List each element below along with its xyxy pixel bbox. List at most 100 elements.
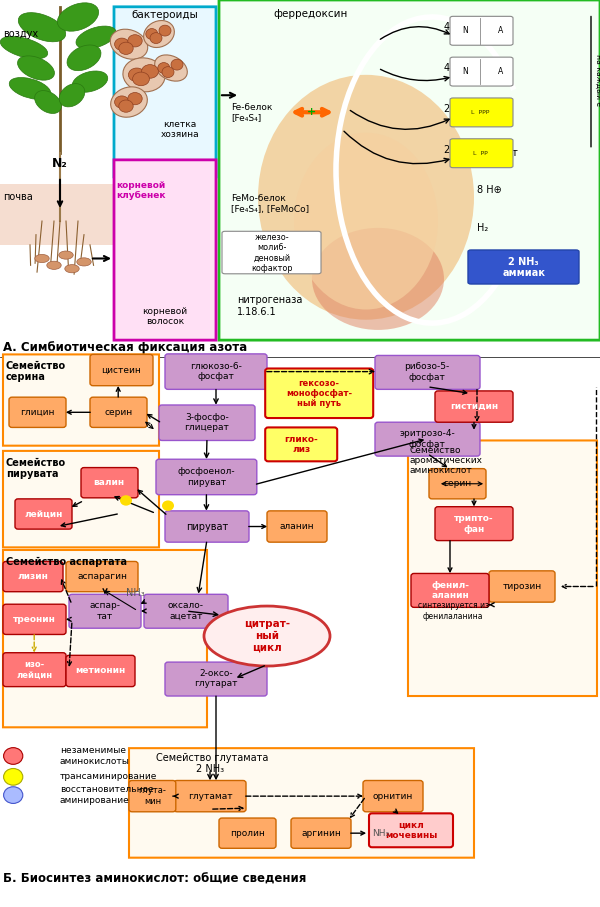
FancyBboxPatch shape — [369, 814, 453, 847]
FancyBboxPatch shape — [291, 818, 351, 848]
Ellipse shape — [150, 33, 162, 44]
Text: орнитин: орнитин — [373, 792, 413, 801]
Circle shape — [4, 747, 23, 765]
Text: 2: 2 — [444, 144, 450, 155]
Text: метионин: метионин — [75, 667, 125, 676]
FancyBboxPatch shape — [489, 571, 555, 602]
Text: аспарагин: аспарагин — [77, 572, 127, 581]
Text: синтезируется из
фенилаланина: синтезируется из фенилаланина — [418, 601, 488, 620]
Text: L  PP: L PP — [473, 151, 487, 156]
Text: валин: валин — [94, 478, 125, 487]
Text: незаменимые
аминокислоты: незаменимые аминокислоты — [60, 746, 130, 766]
Text: L  PPP: L PPP — [471, 110, 489, 115]
Circle shape — [65, 265, 79, 273]
Text: на каждый е⁻: на каждый е⁻ — [594, 54, 600, 110]
Text: аланин: аланин — [280, 522, 314, 531]
FancyBboxPatch shape — [129, 748, 474, 858]
Ellipse shape — [204, 606, 330, 666]
FancyBboxPatch shape — [9, 397, 66, 427]
Text: эритрозо-4-
фосфат: эритрозо-4- фосфат — [400, 429, 455, 449]
Ellipse shape — [115, 38, 129, 50]
Text: нитрогеназа
1.18.6.1: нитрогеназа 1.18.6.1 — [237, 296, 302, 317]
Text: серин: серин — [443, 479, 472, 488]
FancyBboxPatch shape — [450, 16, 513, 45]
FancyBboxPatch shape — [375, 422, 480, 456]
Ellipse shape — [17, 56, 55, 80]
Text: N₂: N₂ — [480, 148, 491, 158]
Text: глюкозо-6-
фосфат: глюкозо-6- фосфат — [190, 362, 242, 381]
Ellipse shape — [115, 96, 129, 108]
FancyBboxPatch shape — [90, 355, 153, 385]
Ellipse shape — [146, 28, 158, 40]
Text: лейцин: лейцин — [24, 510, 62, 519]
Ellipse shape — [110, 87, 148, 117]
FancyBboxPatch shape — [114, 6, 216, 177]
FancyBboxPatch shape — [219, 818, 276, 848]
FancyBboxPatch shape — [435, 507, 513, 541]
Text: Семейство
серина: Семейство серина — [6, 361, 66, 382]
Circle shape — [59, 251, 73, 259]
Text: трансаминирование: трансаминирование — [60, 773, 157, 781]
Circle shape — [120, 495, 132, 506]
Text: N: N — [462, 67, 468, 76]
Text: азот: азот — [495, 148, 518, 158]
Ellipse shape — [67, 45, 101, 71]
FancyBboxPatch shape — [450, 98, 513, 127]
Text: Семейство аспартата: Семейство аспартата — [6, 557, 127, 567]
FancyBboxPatch shape — [129, 781, 176, 812]
FancyBboxPatch shape — [66, 561, 138, 591]
Ellipse shape — [159, 25, 171, 36]
FancyBboxPatch shape — [265, 368, 373, 418]
Text: A: A — [499, 67, 503, 76]
Text: глико-
лиз: глико- лиз — [284, 435, 318, 454]
FancyBboxPatch shape — [222, 231, 321, 274]
FancyBboxPatch shape — [267, 511, 327, 542]
Text: Семейство глутамата: Семейство глутамата — [156, 754, 268, 764]
Ellipse shape — [35, 91, 61, 113]
FancyBboxPatch shape — [165, 354, 267, 389]
Ellipse shape — [312, 228, 444, 330]
Text: 2 NH₃: 2 NH₃ — [196, 764, 224, 774]
Ellipse shape — [162, 67, 174, 78]
Text: восстановительное
аминирование: восстановительное аминирование — [60, 785, 154, 805]
Text: фенил-
аланин: фенил- аланин — [431, 581, 469, 600]
FancyBboxPatch shape — [375, 356, 480, 389]
Text: рибозо-5-
фосфат: рибозо-5- фосфат — [404, 363, 450, 382]
Text: N: N — [462, 26, 468, 35]
Text: ферредоксин: ферредоксин — [273, 8, 347, 19]
Circle shape — [4, 786, 23, 804]
Text: треонин: треонин — [13, 615, 56, 624]
Ellipse shape — [9, 77, 51, 100]
FancyBboxPatch shape — [3, 355, 159, 445]
Text: 4: 4 — [444, 22, 450, 33]
Ellipse shape — [0, 36, 48, 59]
Text: Fe-белок
[Fe₄S₄]: Fe-белок [Fe₄S₄] — [231, 102, 272, 122]
Text: воздух: воздух — [3, 29, 38, 39]
Ellipse shape — [142, 64, 158, 78]
FancyBboxPatch shape — [363, 781, 423, 812]
Text: гистидин: гистидин — [450, 402, 498, 411]
FancyBboxPatch shape — [0, 183, 114, 245]
FancyBboxPatch shape — [265, 427, 337, 462]
FancyBboxPatch shape — [69, 594, 141, 629]
Text: почва: почва — [3, 192, 33, 202]
Text: аспар-
тат: аспар- тат — [89, 601, 121, 620]
FancyBboxPatch shape — [165, 662, 267, 696]
Text: пируват: пируват — [186, 522, 228, 532]
Text: 4: 4 — [444, 63, 450, 73]
Text: +: + — [307, 107, 317, 117]
FancyBboxPatch shape — [450, 57, 513, 86]
Text: FeMo-белок
[Fe₄S₄], [FeMoCo]: FeMo-белок [Fe₄S₄], [FeMoCo] — [231, 194, 309, 214]
Text: оксало-
ацетат: оксало- ацетат — [168, 601, 204, 620]
Text: N₂: N₂ — [52, 157, 68, 170]
FancyBboxPatch shape — [450, 139, 513, 168]
Text: Б. Биосинтез аминокислот: общие сведения: Б. Биосинтез аминокислот: общие сведения — [3, 873, 307, 885]
FancyBboxPatch shape — [66, 656, 135, 687]
Text: клетка
хозяина: клетка хозяина — [161, 120, 199, 139]
Text: 8 H⊕: 8 H⊕ — [477, 185, 502, 196]
Text: корневой
волосок: корневой волосок — [142, 307, 188, 326]
Text: железо-
молиб-
деновый
кофактор: железо- молиб- деновый кофактор — [251, 232, 293, 273]
Ellipse shape — [58, 3, 98, 31]
FancyBboxPatch shape — [3, 653, 66, 687]
FancyBboxPatch shape — [468, 250, 579, 284]
